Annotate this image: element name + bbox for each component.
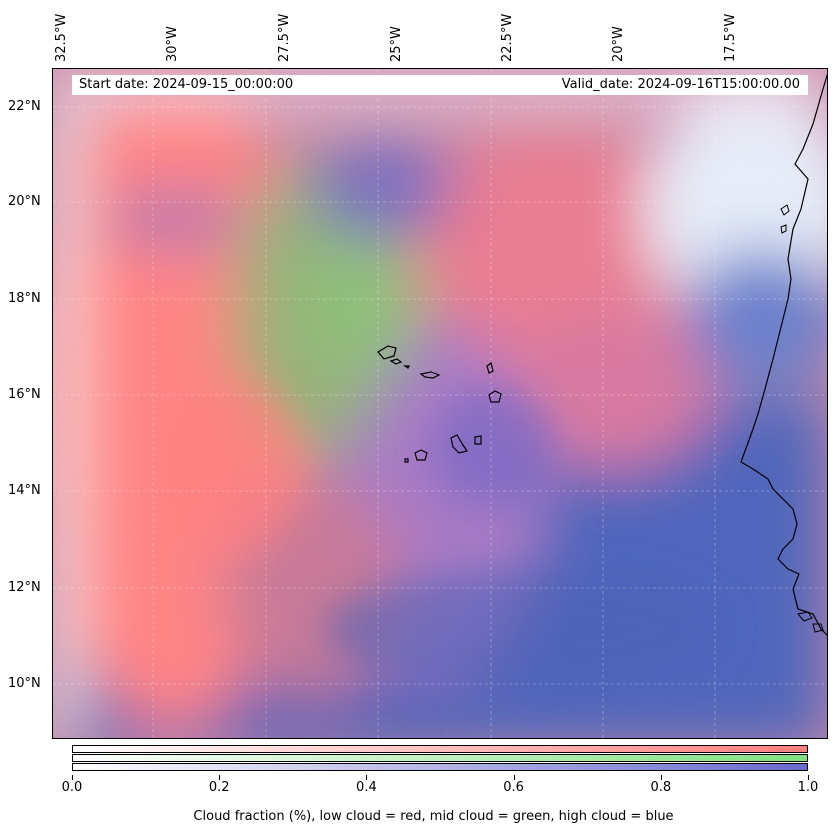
lat-label: 10°N (8, 676, 41, 691)
colorbar-tick (808, 775, 809, 780)
cloud-fraction-map (52, 68, 828, 739)
colorbar-tick-label: 1.0 (797, 780, 819, 795)
colorbar-tick (660, 775, 662, 780)
colorbar-tick (219, 775, 221, 780)
lon-label: 32.5°W (54, 13, 69, 62)
colorbar-tick-label: 0.8 (650, 780, 672, 795)
cape-verde-islands (377, 345, 502, 463)
lon-label: 30°W (165, 26, 180, 62)
lat-label: 12°N (8, 580, 41, 595)
lat-label: 16°N (8, 387, 41, 402)
lon-label: 27.5°W (277, 13, 292, 62)
graticule (53, 69, 827, 738)
lat-label: 18°N (8, 291, 41, 306)
colorbar-mid-cloud (72, 754, 808, 762)
lon-label: 22.5°W (500, 13, 515, 62)
colorbar-high-cloud (72, 763, 808, 771)
lat-label: 14°N (8, 483, 41, 498)
lat-label: 22°N (8, 99, 41, 114)
colorbar-tick (513, 775, 515, 780)
date-info-bar: Start date: 2024-09-15_00:00:00 Valid_da… (72, 75, 808, 95)
colorbar-tick-label: 0.0 (61, 780, 83, 795)
colorbar-tick-label: 0.6 (503, 780, 524, 795)
colorbar-caption: Cloud fraction (%), low cloud = red, mid… (193, 809, 674, 824)
lon-label: 25°W (389, 26, 404, 62)
african-coastline (740, 73, 827, 636)
colorbar-low-cloud (72, 745, 808, 753)
valid-date-label: Valid_date: 2024-09-16T15:00:00.00 (561, 77, 800, 92)
start-date-label: Start date: 2024-09-15_00:00:00 (79, 77, 294, 92)
map-canvas (53, 69, 827, 738)
colorbar (72, 745, 808, 771)
colorbar-tick (72, 775, 73, 780)
colorbar-tick-label: 0.2 (208, 780, 230, 795)
colorbar-tick-label: 0.4 (356, 780, 377, 795)
colorbar-tick (366, 775, 368, 780)
lat-label: 20°N (8, 194, 41, 209)
coastal-islands (780, 204, 824, 633)
lon-label: 17.5°W (723, 13, 738, 62)
lon-label: 20°W (611, 26, 626, 62)
